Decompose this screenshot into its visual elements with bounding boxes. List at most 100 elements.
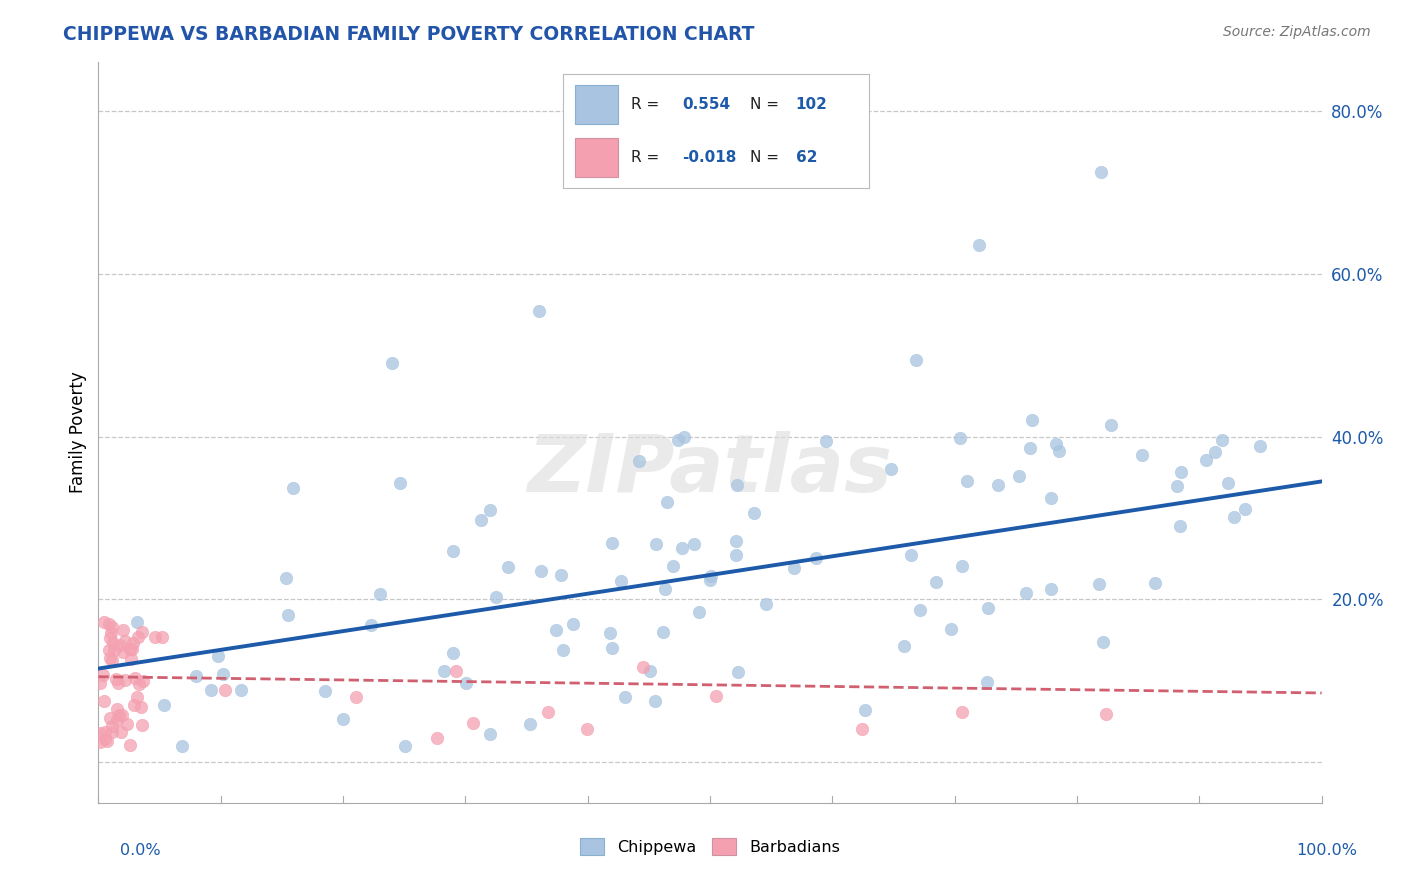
Point [782,561,804,575]
Point [122,698,145,712]
Point [1170,466,1192,480]
Point [967,238,990,252]
Point [152,698,174,712]
Point [104,672,127,686]
Point [200,682,222,697]
Point [1039,582,1062,597]
Point [441,544,464,558]
Point [212,667,235,681]
Point [666,434,689,448]
Point [344,690,367,704]
Point [1095,706,1118,721]
Point [125,615,148,630]
Point [207,649,229,664]
Point [129,700,152,714]
Point [673,430,696,444]
Point [101,725,124,739]
Point [107,675,129,690]
Point [277,608,299,623]
Point [131,674,153,689]
Legend: Chippewa, Barbadians: Chippewa, Barbadians [574,832,846,862]
Point [537,705,560,719]
Point [127,631,149,645]
Point [530,565,553,579]
Point [600,640,623,655]
Point [456,675,478,690]
Point [893,639,915,653]
Point [105,702,128,716]
Point [388,475,411,490]
Point [956,474,979,488]
Point [426,731,449,745]
Point [100,625,122,640]
Point [114,673,136,687]
Point [600,535,623,549]
Point [461,716,484,731]
Point [688,605,710,619]
Point [851,723,873,737]
Point [806,550,828,565]
Point [93,615,115,629]
Point [1099,417,1122,432]
Point [94,724,117,739]
Point [118,642,141,657]
Point [108,707,131,722]
Point [950,558,973,573]
Point [1233,502,1256,516]
Point [853,703,876,717]
Point [496,560,519,574]
Point [1216,476,1239,491]
Point [360,618,382,632]
Point [1087,577,1109,591]
Point [124,671,146,685]
Point [115,717,138,731]
Point [949,431,972,445]
Point [100,718,122,732]
Point [880,462,903,476]
Point [479,503,502,517]
Point [103,643,125,657]
Point [186,669,208,683]
Point [544,624,567,638]
Point [900,548,922,562]
Point [976,674,998,689]
Point [441,646,464,660]
Point [725,478,748,492]
Point [110,724,132,739]
Point [755,597,778,611]
Point [631,660,654,674]
Point [89,726,111,740]
Y-axis label: Family Poverty: Family Poverty [69,372,87,493]
Point [128,677,150,691]
Point [977,601,1000,615]
Point [118,738,141,752]
Point [1204,445,1226,459]
Point [657,494,679,508]
Point [89,735,111,749]
Point [101,635,124,649]
Point [93,694,115,708]
Point [614,690,637,704]
Point [727,665,749,679]
Point [105,714,128,728]
Point [662,558,685,573]
Point [610,574,633,589]
Point [1021,413,1043,427]
Point [127,690,149,705]
Text: 0.0%: 0.0% [120,843,160,858]
Point [97,617,120,632]
Point [1144,576,1167,591]
Point [814,434,837,449]
Point [281,481,304,495]
Point [274,571,297,585]
Point [700,569,723,583]
Point [576,722,599,736]
Point [553,643,575,657]
Point [644,694,666,708]
Text: CHIPPEWA VS BARBADIAN FAMILY POVERTY CORRELATION CHART: CHIPPEWA VS BARBADIAN FAMILY POVERTY COR… [63,25,755,44]
Point [108,638,131,652]
Point [1045,437,1067,451]
Point [433,664,456,678]
Point [394,739,416,753]
Point [599,625,621,640]
